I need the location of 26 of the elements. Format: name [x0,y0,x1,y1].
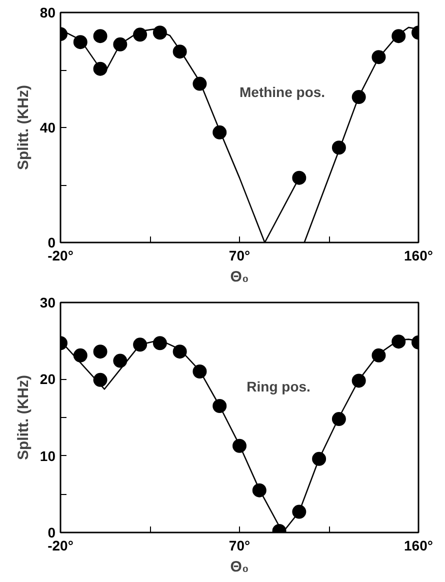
x-tick-label: 70° [228,248,250,264]
y-tick-label: 30 [40,294,56,310]
annotation: Ring pos. [246,378,310,394]
y-tick-label: 0 [48,234,56,250]
x-axis-title: Θ₀ [230,268,249,286]
y-tick-label: 0 [48,524,56,540]
point [93,372,108,387]
y-tick-label: 10 [40,448,56,464]
x-tick-label: 160° [404,538,433,554]
x-tick-label: 70° [228,538,250,554]
point [292,170,306,185]
y-tick-label: 40 [40,120,56,136]
point [133,28,148,42]
x-axis-title: Θ₀ [230,558,249,576]
y-axis-title: Splitt. (KHz) [14,85,32,170]
y-tick-label: 80 [40,4,56,20]
point [73,348,88,362]
y-axis-title: Splitt. (KHz) [14,375,32,460]
x-tick-label: 160° [404,248,433,264]
point [93,344,108,359]
x-tick-label: -20° [48,248,74,264]
point [113,354,128,368]
x-tick-label: -20° [48,538,74,554]
annotation: Methine pos. [240,84,326,100]
point [93,29,108,44]
y-tick-label: 20 [40,371,56,388]
